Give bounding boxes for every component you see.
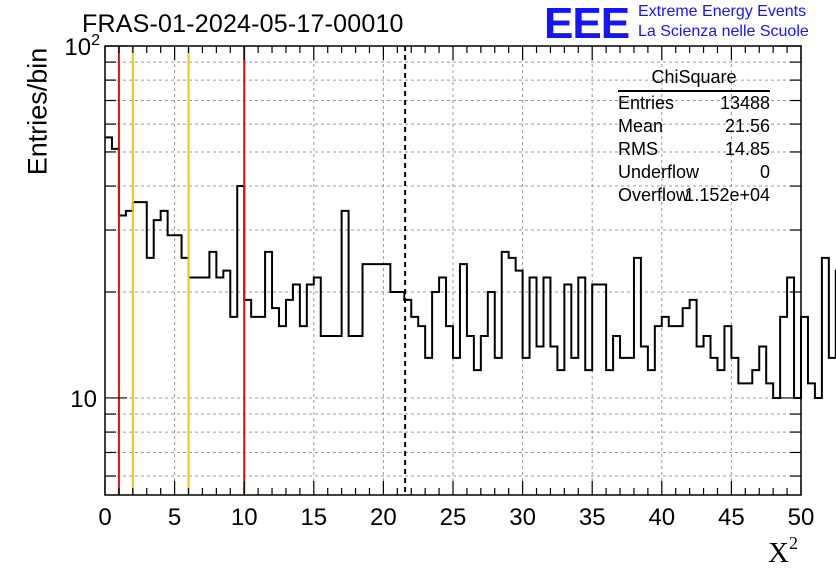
marker-lines-layer <box>117 46 407 495</box>
grid-layer <box>105 45 801 495</box>
x-tick-label: 20 <box>370 504 397 531</box>
stats-key: RMS <box>618 139 658 159</box>
plot-title: FRAS-01-2024-05-17-00010 <box>82 10 404 38</box>
axis-ticks <box>104 45 802 495</box>
y-tick-label: 10 <box>70 386 97 413</box>
stats-box: ChiSquare Entries 13488 Mean 21.56 RMS 1… <box>612 66 776 207</box>
stats-value: 21.56 <box>724 116 770 136</box>
x-tick-label: 30 <box>509 504 536 531</box>
x-tick-label: 45 <box>718 504 745 531</box>
axis-tick-labels: 0 5 10 15 20 25 30 35 40 45 50 10 102 <box>64 32 814 531</box>
logo-line-1: Extreme Energy Events <box>638 3 807 20</box>
stats-row-underflow: Underflow 0 <box>612 161 776 184</box>
y-axis-label: Entries/bin <box>22 47 53 176</box>
stats-value: 0 <box>759 162 770 182</box>
stats-key: Underflow <box>618 162 700 182</box>
logo-line-2: La Scienza nelle Scuole <box>638 23 809 40</box>
stats-value: 14.85 <box>724 139 770 159</box>
x-tick-label: 5 <box>168 504 181 531</box>
x-tick-label: 35 <box>579 504 606 531</box>
stats-row-overflow: Overflow 1.152e+04 <box>612 184 776 207</box>
stats-key: Overflow <box>618 185 690 205</box>
x-tick-label: 40 <box>648 504 675 531</box>
x-tick-label: 10 <box>231 504 258 531</box>
x-axis-label: X2 <box>768 533 798 569</box>
x-tick-label: 25 <box>440 504 467 531</box>
stats-value: 13488 <box>719 93 770 113</box>
x-tick-label: 15 <box>300 504 327 531</box>
histogram-outline <box>105 136 836 399</box>
stats-key: Entries <box>618 93 675 113</box>
x-tick-label: 50 <box>788 504 815 531</box>
stats-key: Mean <box>618 116 664 136</box>
stats-title: ChiSquare <box>618 66 770 92</box>
stats-row-rms: RMS 14.85 <box>612 138 776 161</box>
x-tick-label: 0 <box>98 504 111 531</box>
y-tick-label: 102 <box>64 32 100 61</box>
stats-row-entries: Entries 13488 <box>612 92 776 115</box>
stats-row-mean: Mean 21.56 <box>612 115 776 138</box>
eee-logo: EEE <box>544 0 630 48</box>
stats-value: 1.152e+04 <box>684 185 770 205</box>
histogram-layer <box>105 136 836 399</box>
